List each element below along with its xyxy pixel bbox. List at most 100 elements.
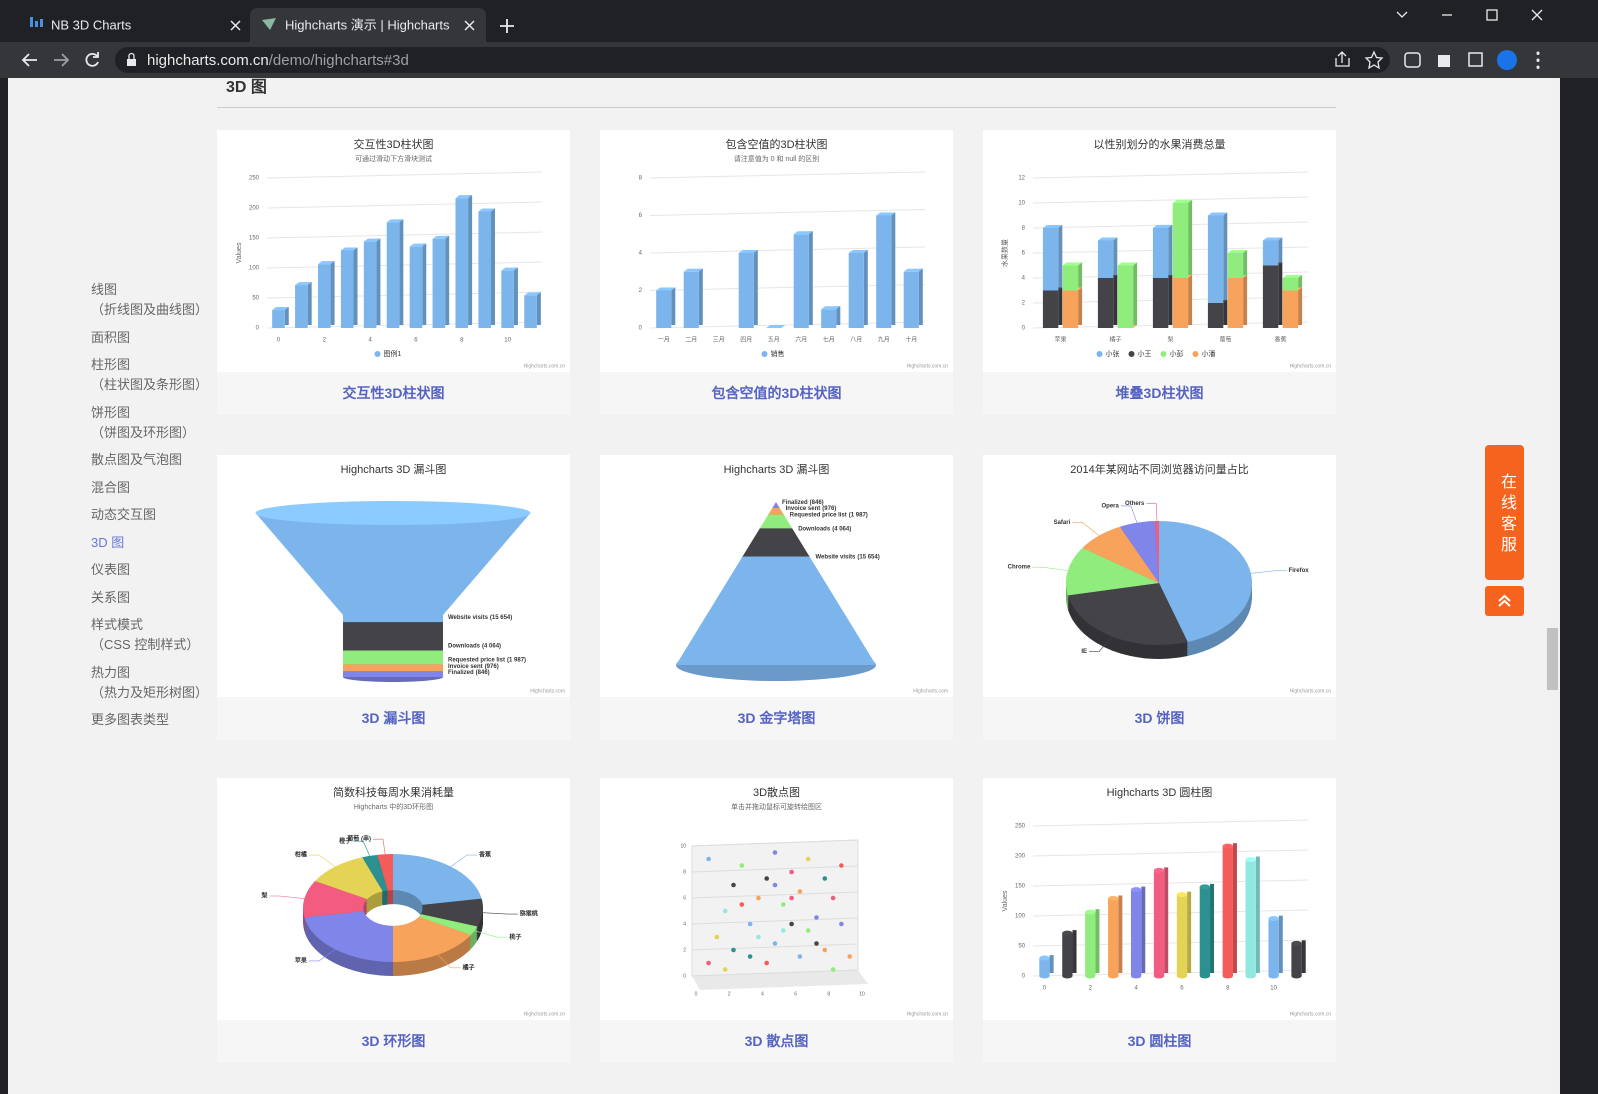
chart-thumbnail[interactable]: 以性别划分的水果消费总量 Highcharts.com.cn 水果数量 0 2 4 6 8 10… (983, 130, 1336, 372)
nav-item[interactable]: 热力图 (91, 664, 131, 680)
point (822, 876, 828, 881)
tab-search[interactable] (1396, 11, 1408, 18)
reload-button[interactable] (85, 52, 99, 67)
share-button[interactable] (1335, 51, 1350, 67)
back-panel (691, 839, 859, 977)
nav-item[interactable]: 更多图表类型 (91, 712, 170, 727)
y-tick-label: 0 (1022, 326, 1026, 332)
data-label: 猕猴桃 (520, 910, 538, 918)
card-caption[interactable]: 3D 漏斗图 (217, 697, 570, 740)
nav-item[interactable]: 样式模式 (91, 617, 144, 632)
card-caption[interactable]: 3D 散点图 (600, 1020, 953, 1063)
y-tick-label: 250 (1015, 824, 1026, 830)
nav-item[interactable]: 动态交互图 (91, 507, 157, 522)
card-caption[interactable]: 3D 饼图 (983, 697, 1336, 740)
data-label-name: Downloads (798, 526, 831, 532)
chart-title: 简数科技每周水果消耗量 (333, 785, 454, 799)
tab-active[interactable]: Highcharts 演示 | Highcharts (250, 8, 486, 42)
tab-close[interactable] (230, 20, 241, 31)
tab-background (250, 8, 486, 42)
label-connector (474, 930, 508, 938)
nav-item[interactable]: 线图 (91, 282, 118, 297)
back-to-top[interactable] (1485, 586, 1524, 616)
demo-card[interactable]: 以性别划分的水果消费总量 Highcharts.com.cn 水果数量 0 2 4 6 8 10… (983, 130, 1336, 415)
x-tick-label: 10 (1270, 986, 1277, 992)
chart-credits: Highcharts.com (530, 688, 565, 694)
close-button[interactable] (1531, 9, 1543, 21)
demo-card[interactable]: 简数科技每周水果消耗量 Highcharts 中的3D环形图 Highcharts.… (217, 778, 570, 1063)
url[interactable]: highcharts.com.cn/demo/highcharts#3d (147, 52, 409, 69)
data-label: Invoice sent (976) (786, 506, 837, 512)
maximize-button[interactable] (1486, 9, 1498, 21)
extensions-button[interactable] (1438, 55, 1450, 67)
demo-card[interactable]: 3D散点图 单击并拖动鼠标可旋转绘图区 Highcharts.com.cn 0 2 4 6 8… (600, 778, 953, 1063)
chart-thumbnail[interactable]: Highcharts 3D 漏斗图 Highcharts.com Website v… (217, 455, 570, 697)
bar-side (1168, 225, 1173, 275)
chart-credits: Highcharts.com.cn (907, 1011, 949, 1017)
legend-symbol (1096, 351, 1103, 357)
scrollbar[interactable] (1545, 78, 1560, 1094)
side-panel-button[interactable] (1468, 52, 1483, 67)
lock-icon[interactable] (127, 59, 136, 66)
scrollbar-thumb[interactable] (1547, 628, 1558, 690)
x-tick-label: 2 (323, 338, 327, 344)
demo-card[interactable]: Highcharts 3D 圆柱图 Highcharts.com.cn Values… (983, 778, 1336, 1063)
bar-side (808, 231, 813, 325)
bar-side (1298, 287, 1303, 325)
nav-item[interactable]: 关系图 (91, 589, 131, 605)
card-caption[interactable]: 堆叠3D柱状图 (983, 372, 1336, 415)
bar (1172, 278, 1189, 328)
data-label: Invoice sent (976) (448, 664, 499, 670)
funnel-segment (255, 513, 531, 623)
extension-icon[interactable] (1404, 52, 1421, 68)
tab-icon (262, 18, 276, 30)
demo-card[interactable]: 交互性3D柱状图 可通过滑动下方滑块测试 Highcharts.com.cn Valu… (217, 130, 570, 415)
bar (793, 234, 809, 328)
y-axis-label: 水果数量 (1000, 239, 1009, 267)
chart-thumbnail[interactable]: Highcharts 3D 漏斗图 Highcharts.com Finalized… (600, 455, 953, 697)
nav-item[interactable]: 柱形图 (91, 357, 131, 372)
point (706, 856, 711, 862)
x-tick-label: 葡萄 (1219, 336, 1231, 344)
slice (418, 914, 478, 935)
demo-card[interactable]: 2014年某网站不同浏览器访问量占比 Highcharts.com.cn Firef… (983, 455, 1336, 740)
card-caption[interactable]: 包含空值的3D柱状图 (600, 372, 953, 415)
y-tick-label: 0 (683, 973, 686, 979)
nav-item[interactable]: 饼形图 (91, 404, 131, 420)
card-caption[interactable]: 3D 圆柱图 (983, 1020, 1336, 1063)
bar (848, 253, 864, 328)
bar-top (1282, 275, 1303, 278)
bar-top (821, 306, 841, 310)
demo-card[interactable]: Highcharts 3D 漏斗图 Highcharts.com Finalized… (600, 455, 953, 740)
card-caption[interactable]: 3D 环形图 (217, 1020, 570, 1063)
demo-card[interactable]: 包含空值的3D柱状图 请注意值为 0 和 null 的区别 Highcharts.c… (600, 130, 953, 415)
chart-thumbnail[interactable]: 简数科技每周水果消耗量 Highcharts 中的3D环形图 Highcharts.… (217, 778, 570, 1020)
card-caption[interactable]: 交互性3D柱状图 (217, 372, 570, 415)
omnibox[interactable] (115, 47, 1390, 73)
tab-close[interactable] (464, 20, 475, 31)
chart-thumbnail[interactable]: Highcharts 3D 圆柱图 Highcharts.com.cn Values… (983, 778, 1336, 1020)
nav-item-note: （热力及矩形树图） (91, 684, 209, 700)
new-tab-button[interactable] (500, 19, 514, 33)
demo-card[interactable]: Highcharts 3D 漏斗图 Highcharts.com Website v… (217, 455, 570, 740)
nav-item[interactable]: 面积图 (91, 329, 131, 345)
nav-item[interactable]: 3D 图 (91, 534, 125, 550)
pyramid-segment (772, 502, 780, 508)
bar (683, 271, 699, 328)
forward-button[interactable] (54, 53, 70, 67)
support-button[interactable]: 在线客服 (1485, 445, 1524, 580)
bar (524, 295, 537, 328)
chart-thumbnail[interactable]: 2014年某网站不同浏览器访问量占比 Highcharts.com.cn Firef… (983, 455, 1336, 697)
bar-side (891, 212, 896, 325)
back-button[interactable] (21, 53, 37, 67)
nav-item[interactable]: 散点图及气泡图 (91, 452, 183, 467)
profile-button[interactable] (1497, 50, 1517, 70)
nav-item[interactable]: 仪表图 (91, 562, 131, 577)
tab[interactable]: NB 3D Charts (30, 17, 241, 32)
bookmark-button[interactable] (1364, 50, 1384, 70)
card-caption[interactable]: 3D 金字塔图 (600, 697, 953, 740)
nav-item[interactable]: 混合图 (91, 479, 131, 495)
